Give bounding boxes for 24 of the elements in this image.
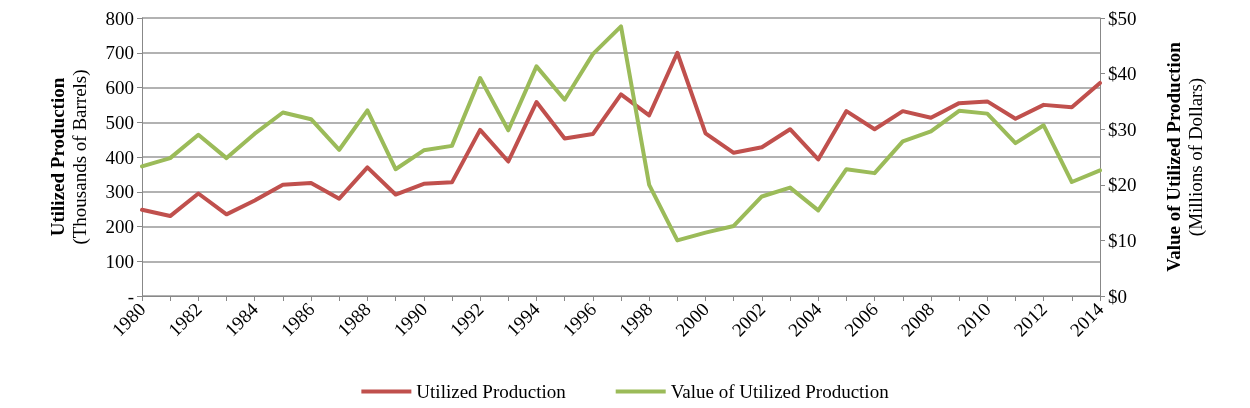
x-tick-label: 1992 bbox=[445, 298, 488, 341]
x-tick-label: 1990 bbox=[389, 298, 432, 341]
y2-tick-label: $50 bbox=[1108, 7, 1137, 29]
y2-tick-label: $0 bbox=[1108, 285, 1127, 307]
legend-label: Utilized Production bbox=[416, 381, 567, 402]
legend-label: Value of Utilized Production bbox=[670, 381, 890, 402]
line-series bbox=[140, 50, 1102, 219]
y2-tick-label: $10 bbox=[1108, 229, 1137, 251]
y-tick-label: 600 bbox=[105, 77, 134, 98]
y-tick-label: - bbox=[127, 285, 134, 307]
y-tick-label: 500 bbox=[105, 111, 134, 133]
y-tick-label: 300 bbox=[105, 181, 134, 203]
y2-axis-title: Value of Utilized Production (Millions of Dollars) bbox=[1162, 41, 1207, 272]
y-tick-label: 700 bbox=[105, 42, 134, 64]
y2-tick-label: $20 bbox=[1108, 174, 1137, 196]
y-tick-label: 800 bbox=[105, 7, 134, 29]
y-axis-title: Utilized Production (Thousands of Barrels) bbox=[46, 69, 91, 245]
x-tick-label: 1982 bbox=[164, 298, 206, 341]
line-series bbox=[140, 24, 1102, 243]
y-tick-label: 400 bbox=[105, 146, 134, 168]
y2-tick-label: $30 bbox=[1108, 118, 1137, 140]
y2-tick-label: $40 bbox=[1108, 63, 1137, 85]
y-tick-label: 100 bbox=[105, 250, 134, 272]
y-tick-label: 200 bbox=[105, 216, 134, 237]
